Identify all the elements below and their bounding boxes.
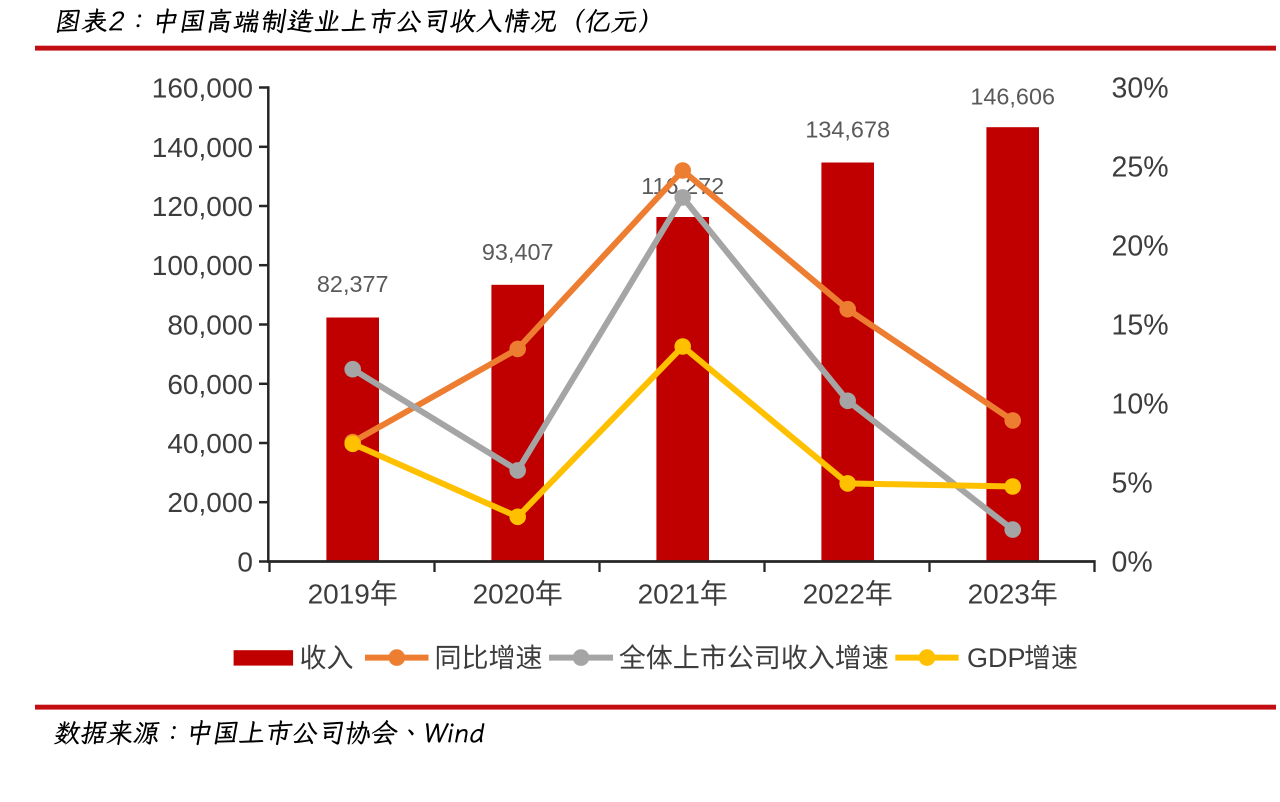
svg-text:120,000: 120,000: [152, 191, 253, 222]
svg-text:2023: 2023: [968, 579, 1030, 610]
svg-text:93,407: 93,407: [482, 239, 554, 265]
svg-text:134,678: 134,678: [805, 117, 890, 143]
svg-text:2019: 2019: [308, 579, 370, 610]
svg-text:30%: 30%: [1112, 73, 1169, 105]
svg-text:15%: 15%: [1112, 310, 1169, 342]
svg-text:20%: 20%: [1112, 231, 1169, 263]
svg-text:100,000: 100,000: [152, 250, 253, 281]
svg-text:40,000: 40,000: [167, 428, 253, 459]
svg-text:2022: 2022: [803, 579, 865, 610]
svg-text:160,000: 160,000: [152, 73, 253, 104]
svg-text:25%: 25%: [1112, 152, 1169, 184]
svg-text:146,606: 146,606: [970, 84, 1055, 110]
svg-text:82,377: 82,377: [317, 271, 389, 297]
svg-text:80,000: 80,000: [167, 310, 253, 341]
svg-text:2020: 2020: [473, 579, 535, 610]
svg-text:140,000: 140,000: [152, 132, 253, 163]
svg-text:10%: 10%: [1112, 389, 1169, 421]
svg-text:5%: 5%: [1112, 468, 1153, 500]
svg-text:2021: 2021: [638, 579, 700, 610]
svg-text:0%: 0%: [1112, 547, 1153, 579]
svg-text:0: 0: [237, 547, 253, 578]
svg-text:GDP: GDP: [967, 643, 1026, 673]
svg-text:20,000: 20,000: [167, 487, 253, 518]
svg-text:60,000: 60,000: [167, 369, 253, 400]
